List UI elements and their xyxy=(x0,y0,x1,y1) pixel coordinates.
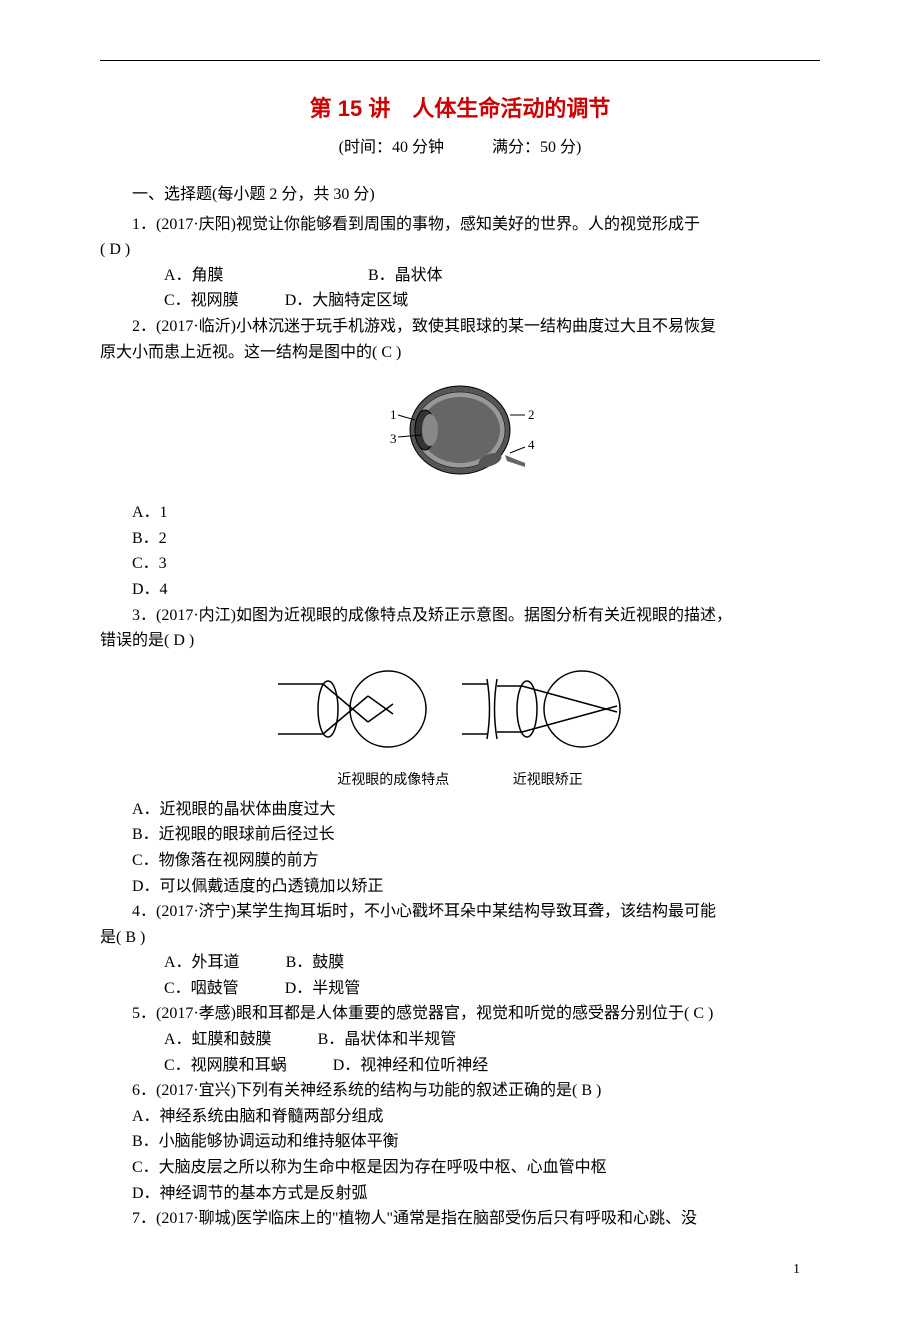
q2-optB: B．2 xyxy=(100,526,820,552)
q1-optD: D．大脑特定区域 xyxy=(253,288,409,314)
subtitle: (时间：40 分钟 满分：50 分) xyxy=(100,133,820,157)
q3-text2: 错误的是( D ) xyxy=(100,628,820,654)
q2-optA: A．1 xyxy=(100,500,820,526)
q4-row1: A．外耳道 B．鼓膜 xyxy=(100,950,820,976)
q5-row2: C．视网膜和耳蜗 D．视神经和位听神经 xyxy=(100,1053,820,1079)
q3-optA: A．近视眼的晶状体曲度过大 xyxy=(100,797,820,823)
q2-text: 2．(2017·临沂)小林沉迷于玩手机游戏，致使其眼球的某一结构曲度过大且不易恢… xyxy=(100,314,820,340)
q2-optD: D．4 xyxy=(100,577,820,603)
q1-optA: A．角膜 xyxy=(132,263,332,289)
q6-optA: A．神经系统由脑和脊髓两部分组成 xyxy=(100,1104,820,1130)
q2-optC: C．3 xyxy=(100,551,820,577)
eye-label-3: 3 xyxy=(390,431,397,446)
q6-optC: C．大脑皮层之所以称为生命中枢是因为存在呼吸中枢、心血管中枢 xyxy=(100,1155,820,1181)
q7-text: 7．(2017·聊城)医学临床上的"植物人"通常是指在脑部受伤后只有呼吸和心跳、… xyxy=(100,1206,820,1232)
q4-optC: C．咽鼓管 xyxy=(132,976,239,1002)
q3-text: 3．(2017·内江)如图为近视眼的成像特点及矫正示意图。据图分析有关近视眼的描… xyxy=(100,603,820,629)
caption-right: 近视眼矫正 xyxy=(513,769,583,789)
q3-optB: B．近视眼的眼球前后径过长 xyxy=(100,822,820,848)
q1-options-row2: C．视网膜 D．大脑特定区域 xyxy=(100,288,820,314)
q3-optC: C．物像落在视网膜的前方 xyxy=(100,848,820,874)
page-number: 1 xyxy=(100,1262,820,1278)
eye-svg: 1 3 2 4 xyxy=(360,375,560,485)
myopia-right-svg xyxy=(462,664,642,754)
q5-optD: D．视神经和位听神经 xyxy=(301,1053,489,1079)
q1-options-row1: A．角膜 B．晶状体 xyxy=(100,263,820,289)
diagram-captions: 近视眼的成像特点 近视眼矫正 xyxy=(100,769,820,789)
q1-text: 1．(2017·庆阳)视觉让你能够看到周围的事物，感知美好的世界。人的视觉形成于 xyxy=(100,212,820,238)
q1-optC: C．视网膜 xyxy=(132,288,239,314)
myopia-diagrams xyxy=(100,664,820,759)
caption-left: 近视眼的成像特点 xyxy=(337,769,449,789)
q5-text: 5．(2017·孝感)眼和耳都是人体重要的感觉器官，视觉和听觉的感受器分别位于(… xyxy=(100,1001,820,1027)
myopia-left-svg xyxy=(278,664,438,754)
q4-text2: 是( B ) xyxy=(100,925,820,951)
q4-text: 4．(2017·济宁)某学生掏耳垢时，不小心戳坏耳朵中某结构导致耳聋，该结构最可… xyxy=(100,899,820,925)
q4-optB: B．鼓膜 xyxy=(254,950,345,976)
q5-row1: A．虹膜和鼓膜 B．晶状体和半规管 xyxy=(100,1027,820,1053)
q6-optD: D．神经调节的基本方式是反射弧 xyxy=(100,1181,820,1207)
eye-diagram: 1 3 2 4 xyxy=(100,375,820,490)
q2-text2: 原大小而患上近视。这一结构是图中的( C ) xyxy=(100,340,820,366)
q1-answer: ( D ) xyxy=(100,237,820,263)
q6-optB: B．小脑能够协调运动和维持躯体平衡 xyxy=(100,1129,820,1155)
q3-optD: D．可以佩戴适度的凸透镜加以矫正 xyxy=(100,874,820,900)
eye-label-2: 2 xyxy=(528,407,535,422)
q1-optB: B．晶状体 xyxy=(336,263,536,289)
q5-optA: A．虹膜和鼓膜 xyxy=(132,1027,272,1053)
eye-label-1: 1 xyxy=(390,407,397,422)
title-text: 第 15 讲 人体生命活动的调节 xyxy=(310,96,611,121)
q5-optC: C．视网膜和耳蜗 xyxy=(132,1053,287,1079)
eye-label-4: 4 xyxy=(528,437,535,452)
q1-stem: 1．(2017·庆阳)视觉让你能够看到周围的事物，感知美好的世界。人的视觉形成于 xyxy=(132,216,700,233)
header-rule xyxy=(100,60,820,61)
q5-optB: B．晶状体和半规管 xyxy=(286,1027,457,1053)
q6-text: 6．(2017·宜兴)下列有关神经系统的结构与功能的叙述正确的是( B ) xyxy=(100,1078,820,1104)
q4-row2: C．咽鼓管 D．半规管 xyxy=(100,976,820,1002)
q4-optD: D．半规管 xyxy=(253,976,361,1002)
page-title: 第 15 讲 人体生命活动的调节 xyxy=(100,91,820,123)
q4-optA: A．外耳道 xyxy=(132,950,240,976)
section-header: 一、选择题(每小题 2 分，共 30 分) xyxy=(100,182,820,208)
